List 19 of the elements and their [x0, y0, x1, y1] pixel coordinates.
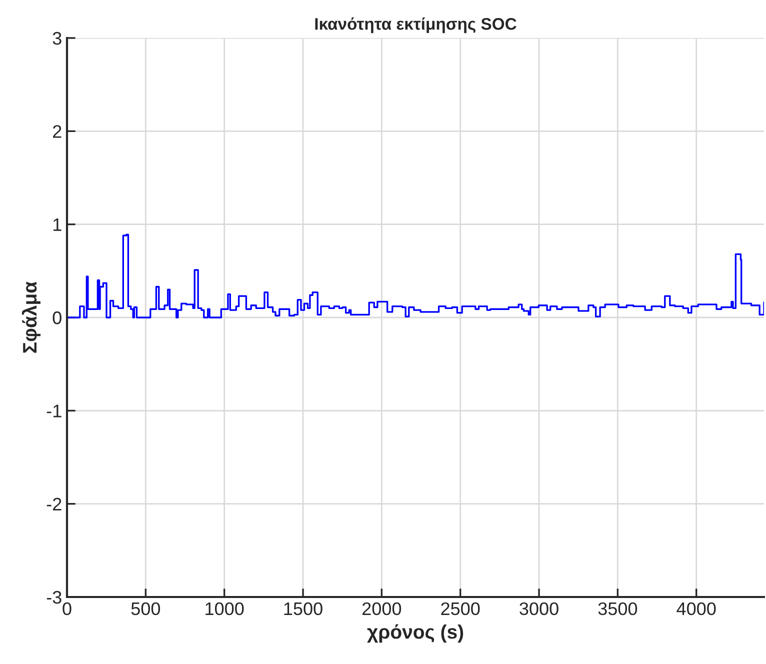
y-tick-label: 3 [52, 32, 62, 45]
chart-title: Ικανότητα εκτίμησης SOC [315, 17, 516, 34]
x-tick-label: 2000 [362, 602, 402, 616]
x-tick-label: 0 [62, 602, 72, 616]
y-tick-label: 0 [52, 311, 62, 324]
x-tick-label: 500 [131, 602, 160, 616]
x-tick-label: 1500 [284, 602, 322, 616]
y-axis-title: Σφάλμα [22, 282, 41, 353]
y-tick-label: -3 [46, 590, 62, 604]
y-tick-label: 1 [53, 218, 62, 231]
x-tick-label: 3500 [598, 602, 638, 616]
y-tick-label: 2 [53, 125, 62, 138]
y-tick-label: -2 [46, 498, 62, 510]
x-tick-label: 2500 [441, 602, 480, 616]
x-tick-label: 4000 [676, 602, 716, 616]
x-axis-title: χρόνος (s) [367, 624, 464, 643]
x-tick-label: 3000 [520, 602, 558, 616]
y-tick-label: -1 [46, 404, 62, 418]
x-tick-label: 1000 [206, 602, 244, 616]
